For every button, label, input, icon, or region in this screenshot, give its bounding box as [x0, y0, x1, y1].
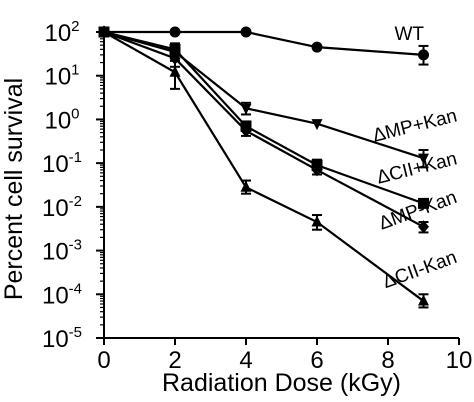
data-point	[311, 41, 323, 53]
y-tick-exponent: 2	[71, 18, 79, 35]
y-tick-base: 10	[44, 20, 71, 47]
y-tick-label: 10-1	[42, 149, 82, 178]
data-point	[311, 119, 323, 131]
data-point	[169, 65, 181, 77]
series-label-0: WT	[394, 24, 424, 45]
x-tick-label: 4	[239, 347, 252, 374]
data-point	[169, 43, 181, 55]
data-point	[169, 26, 181, 38]
x-tick-label: 10	[446, 347, 473, 374]
y-tick-label: 101	[44, 62, 79, 91]
y-tick-base: 10	[42, 326, 69, 353]
y-tick-label: 102	[44, 18, 79, 47]
y-tick-base: 10	[42, 151, 69, 178]
y-tick-exponent: -3	[69, 237, 82, 254]
y-tick-exponent: -1	[69, 149, 82, 166]
data-point	[240, 180, 252, 192]
y-axis-title: Percent cell survival	[0, 78, 28, 300]
series-line	[103, 31, 425, 302]
data-point	[418, 153, 429, 165]
data-point	[240, 26, 252, 38]
y-tick-exponent: -2	[69, 193, 82, 210]
y-tick-label: 100	[44, 105, 79, 134]
series-label-4: ΔCII-Kan	[380, 247, 460, 293]
x-tick-label: 2	[168, 347, 181, 374]
y-tick-base: 10	[44, 107, 71, 134]
data-point	[311, 163, 323, 177]
y-tick-base: 10	[42, 195, 69, 222]
series-4	[98, 25, 429, 309]
data-point	[98, 25, 110, 37]
x-tick-label: 8	[381, 347, 394, 374]
series-line	[103, 30, 424, 205]
data-point	[418, 220, 429, 234]
series-label-1: ΔMP+Kan	[371, 105, 460, 146]
data-point	[240, 103, 252, 115]
data-point	[240, 124, 252, 138]
x-tick-label: 0	[97, 347, 110, 374]
x-axis-title: Radiation Dose (kGy)	[162, 369, 401, 397]
series-label-2: ΔCII+Kan	[375, 148, 460, 188]
data-point	[418, 294, 429, 306]
y-tick-label: 10-5	[42, 324, 82, 353]
y-tick-exponent: -5	[69, 324, 82, 341]
y-tick-base: 10	[44, 64, 71, 91]
data-point	[311, 215, 323, 227]
x-tick-label: 6	[310, 347, 323, 374]
y-tick-exponent: 0	[71, 105, 79, 122]
series-label-3: ΔMP-Kan	[376, 187, 460, 235]
y-tick-label: 10-2	[42, 193, 82, 222]
y-tick-base: 10	[42, 282, 69, 309]
series-0	[98, 26, 429, 66]
data-point	[418, 49, 429, 61]
y-tick-exponent: -4	[69, 280, 82, 297]
y-tick-base: 10	[42, 239, 69, 266]
y-tick-exponent: 1	[71, 62, 79, 79]
y-tick-label: 10-3	[42, 237, 82, 266]
series-group	[98, 25, 429, 309]
data-point	[418, 197, 429, 209]
series-3	[98, 25, 429, 234]
y-tick-label: 10-4	[42, 280, 82, 309]
